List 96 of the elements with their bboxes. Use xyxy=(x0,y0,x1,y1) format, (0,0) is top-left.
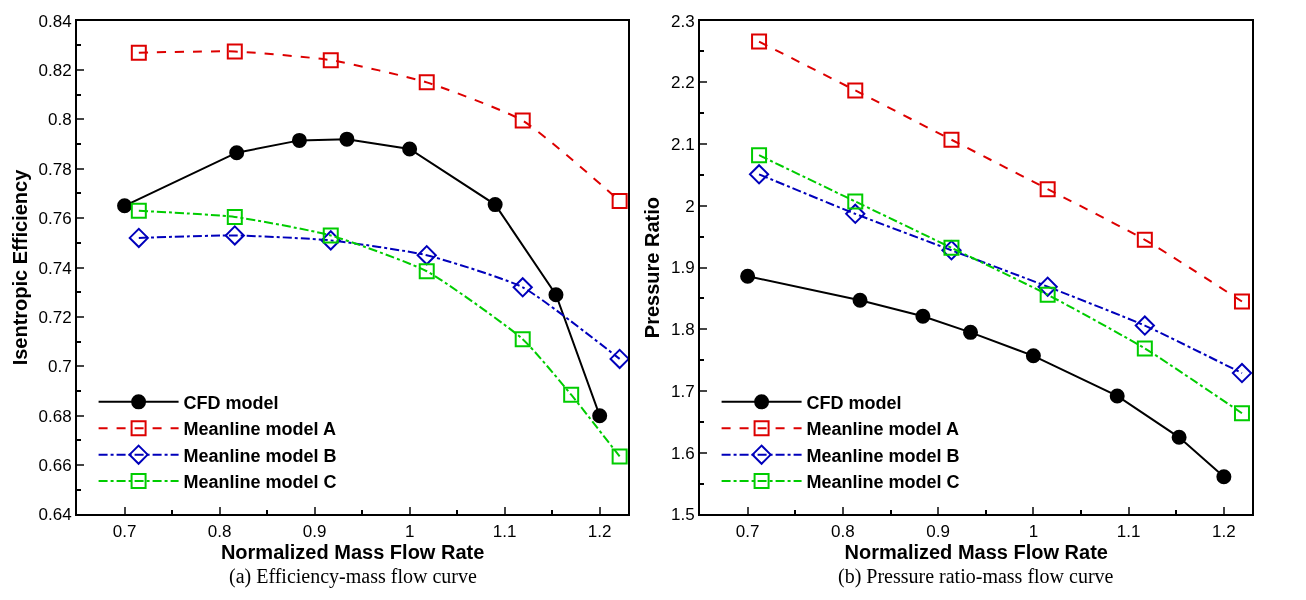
point xyxy=(1134,315,1155,336)
y-tick-label: 1.5 xyxy=(670,505,695,525)
point xyxy=(611,448,628,465)
y-tick-label: 1.7 xyxy=(670,381,695,401)
point xyxy=(130,44,147,61)
x-tick-label: 0.7 xyxy=(735,521,760,541)
y-tick-label: 1.8 xyxy=(670,320,695,340)
y-tick-label: 2 xyxy=(685,196,695,216)
point xyxy=(487,197,503,213)
legend-label: Meanline model C xyxy=(806,472,960,493)
point xyxy=(548,287,564,303)
point xyxy=(943,131,960,148)
x-tick-label: 0.8 xyxy=(831,521,855,541)
point xyxy=(322,52,339,69)
y-axis-title: Isentropic Efficiency xyxy=(8,168,31,366)
point xyxy=(751,33,768,50)
legend-label: Meanline model B xyxy=(806,445,960,466)
point xyxy=(512,277,533,298)
point xyxy=(402,141,418,157)
y-axis-title: Pressure Ratio xyxy=(640,196,663,339)
point xyxy=(1233,293,1250,310)
point xyxy=(915,308,931,324)
point xyxy=(592,408,608,424)
point xyxy=(128,227,149,249)
point xyxy=(514,331,531,348)
y-tick-label: 0.66 xyxy=(38,456,72,476)
x-tick-label: 1.2 xyxy=(1212,521,1236,541)
point xyxy=(847,82,864,99)
point xyxy=(740,268,756,284)
point xyxy=(1136,340,1153,357)
legend-label: Meanline model C xyxy=(183,472,337,493)
x-tick-label: 0.8 xyxy=(207,521,232,541)
y-tick-label: 0.78 xyxy=(38,159,72,179)
x-tick-label: 1 xyxy=(1028,521,1039,541)
point xyxy=(1136,231,1153,248)
point xyxy=(751,147,768,164)
point xyxy=(226,208,243,225)
point xyxy=(748,164,770,185)
x-axis-title: Normalized Mass Flow Rate xyxy=(220,540,485,563)
point xyxy=(229,145,245,161)
x-tick-label: 0.9 xyxy=(302,521,327,541)
legend-label: CFD model xyxy=(806,392,902,413)
y-tick-label: 0.72 xyxy=(38,307,72,327)
point xyxy=(609,348,630,370)
point xyxy=(320,230,341,251)
x-tick-label: 1.2 xyxy=(587,521,612,541)
y-tick-label: 0.68 xyxy=(38,406,72,426)
point xyxy=(418,74,435,91)
point xyxy=(418,263,435,280)
y-tick-label: 0.8 xyxy=(48,110,72,130)
point xyxy=(226,43,243,60)
point xyxy=(291,132,307,148)
point xyxy=(847,193,864,210)
text: (b) Pressure ratio-mass flow curve xyxy=(838,565,1114,588)
point xyxy=(224,225,245,246)
point xyxy=(1039,181,1056,198)
y-tick-label: 2.2 xyxy=(670,73,695,93)
y-tick-label: 0.82 xyxy=(38,60,72,80)
point xyxy=(1171,429,1187,445)
point xyxy=(941,240,962,261)
y-tick-label: 0.84 xyxy=(38,11,72,31)
x-axis-title: Normalized Mass Flow Rate xyxy=(844,540,1108,563)
point xyxy=(852,292,868,308)
point xyxy=(117,198,133,214)
point xyxy=(1037,276,1058,297)
point xyxy=(1109,388,1125,404)
x-tick-label: 0.7 xyxy=(112,521,137,541)
x-tick-label: 1.1 xyxy=(492,521,517,541)
legend-label: CFD model xyxy=(183,392,279,413)
y-tick-label: 2.3 xyxy=(670,11,695,31)
y-tick-label: 0.74 xyxy=(38,258,72,278)
x-tick-label: 0.9 xyxy=(926,521,950,541)
x-tick-label: 1 xyxy=(404,521,415,541)
point xyxy=(563,386,580,403)
point xyxy=(1216,469,1232,485)
legend-label: Meanline model A xyxy=(183,419,336,440)
x-tick-label: 1.1 xyxy=(1116,521,1141,541)
point xyxy=(339,131,355,147)
legend-label: Meanline model B xyxy=(183,445,337,466)
point xyxy=(845,203,866,224)
text: (a) Efficiency-mass flow curve xyxy=(229,565,477,588)
point xyxy=(963,324,979,340)
point xyxy=(1233,405,1250,422)
y-tick-label: 1.9 xyxy=(670,258,695,278)
y-tick-label: 1.6 xyxy=(670,443,695,463)
y-tick-label: 2.1 xyxy=(670,135,695,155)
point xyxy=(130,202,147,219)
point xyxy=(416,245,437,266)
point xyxy=(514,112,531,129)
legend-label: Meanline model A xyxy=(806,419,959,440)
point xyxy=(1231,363,1253,384)
y-tick-label: 0.7 xyxy=(48,357,72,377)
y-tick-label: 0.64 xyxy=(38,505,72,525)
point xyxy=(1025,348,1041,364)
y-tick-label: 0.76 xyxy=(38,209,72,229)
point xyxy=(611,192,628,209)
